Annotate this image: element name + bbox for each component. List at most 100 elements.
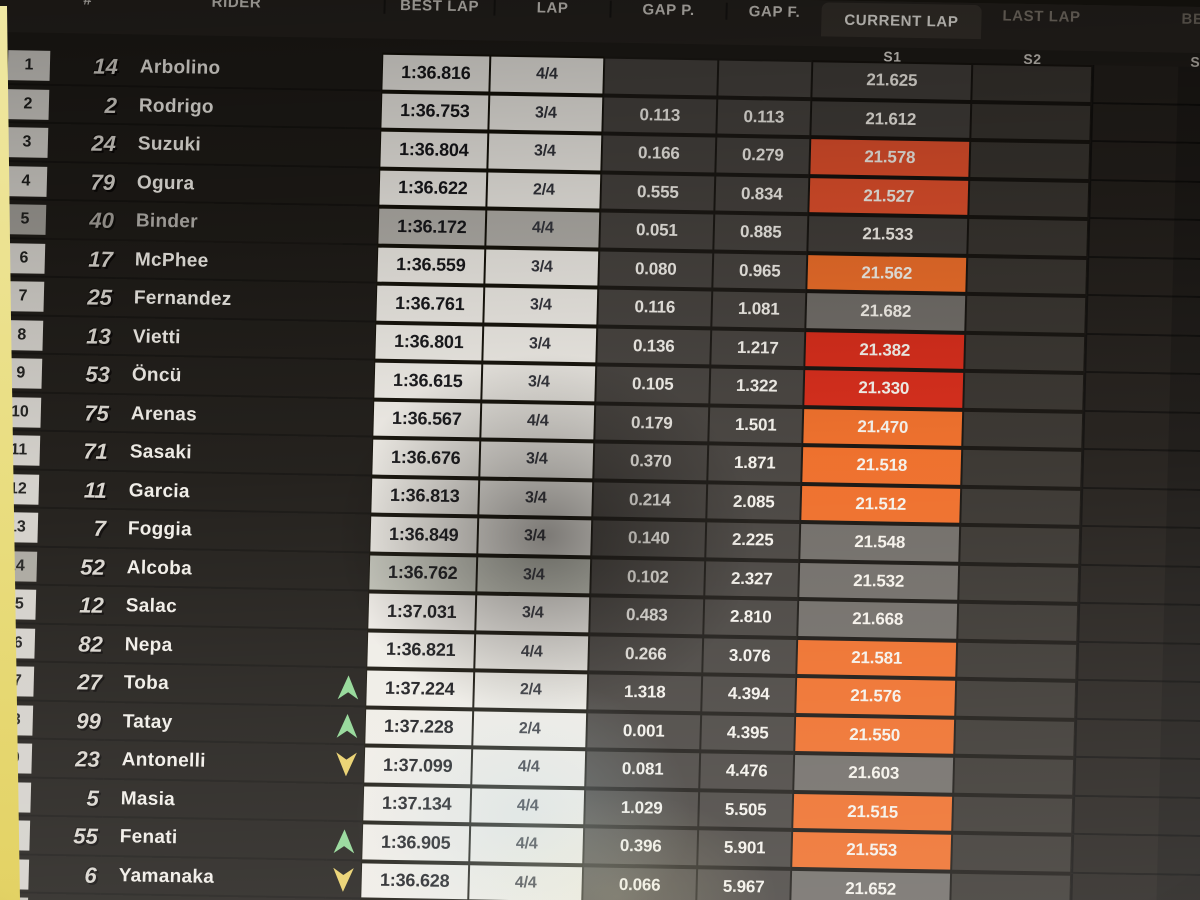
sector1-cell: 21.550 — [795, 716, 955, 754]
gap-first-cell: 4.394 — [702, 676, 796, 713]
col-header-best-lap: BEST LAP — [383, 0, 494, 16]
sector1-cell: 21.470 — [803, 408, 963, 446]
position-cell: 22 — [0, 858, 30, 890]
sector3-cell — [1083, 372, 1200, 415]
sector2-cell — [960, 526, 1080, 564]
sector3-cell — [1078, 565, 1200, 607]
sector3-cell — [1079, 526, 1200, 569]
gap-previous-cell: 0.051 — [600, 212, 714, 249]
gap-previous-cell: 0.266 — [589, 635, 703, 673]
rider-name: Fenati — [101, 818, 327, 860]
gap-first-cell: 0.279 — [716, 137, 810, 174]
gap-first-cell: 5.967 — [697, 868, 791, 900]
position-down-icon — [332, 868, 355, 892]
position-cell: 18 — [0, 704, 34, 736]
sector3-cell — [1091, 65, 1200, 107]
position-cell: 6 — [2, 242, 46, 274]
gap-previous-cell: 0.396 — [584, 828, 698, 865]
best-lap-cell: 1:37.228 — [365, 708, 473, 746]
position-cell: 14 — [0, 550, 38, 582]
gap-first-cell: 4.476 — [700, 753, 794, 790]
sector2-cell — [962, 449, 1082, 487]
gap-previous-cell: 0.179 — [595, 404, 709, 442]
rider-number: 17 — [44, 239, 117, 279]
lap-count-cell: 3/4 — [477, 556, 591, 594]
rider-name: Vietti — [114, 318, 340, 360]
sector1-cell: 21.581 — [797, 639, 957, 677]
rider-name: Yamanaka — [100, 856, 326, 898]
lap-count-cell: 2/4 — [473, 710, 587, 748]
rider-number: 99 — [32, 701, 105, 741]
best-lap-cell: 1:36.172 — [378, 208, 486, 245]
timing-rows: 1 14 Arbolino 1:36.816 4/4 21.625 2 2 Rodrigo 1:3… — [0, 46, 1200, 900]
sector1-cell: 21.548 — [800, 524, 960, 562]
sector2-cell — [963, 411, 1083, 448]
lap-count-cell: 4/4 — [470, 826, 584, 863]
sector3-cell — [1076, 642, 1200, 684]
rider-number: 52 — [36, 547, 109, 587]
best-lap-cell: 1:36.761 — [376, 285, 484, 322]
sector3-cell — [1086, 257, 1200, 299]
sector2-cell — [958, 603, 1078, 641]
rider-name: Toba — [105, 664, 331, 706]
gap-previous-cell: 0.483 — [590, 597, 704, 634]
rider-name: Rodrigo — [120, 87, 346, 129]
best-lap-cell: 1:37.224 — [366, 670, 474, 707]
gap-previous-cell: 0.214 — [593, 481, 707, 519]
best-lap-cell: 1:37.099 — [364, 747, 472, 784]
rider-number: 27 — [33, 663, 106, 703]
rider-name: Öncü — [113, 356, 339, 398]
tab-current-lap[interactable]: CURRENT LAP — [820, 2, 982, 40]
sector2-cell — [961, 488, 1081, 525]
gap-first-cell: 2.225 — [706, 522, 800, 559]
lap-count-cell: 4/4 — [486, 210, 600, 247]
rider-number: 71 — [39, 432, 112, 472]
sector1-cell: 21.625 — [812, 62, 972, 100]
tab-best-truncated[interactable]: BES — [1181, 10, 1200, 29]
rider-name: Ogura — [118, 164, 344, 206]
gap-first-cell: 0.885 — [714, 214, 808, 251]
position-cell: 19 — [0, 743, 33, 774]
lap-count-cell: 4/4 — [475, 633, 589, 671]
rider-name: Antonelli — [103, 741, 329, 783]
best-lap-cell: 1:36.676 — [372, 439, 480, 476]
sector2-cell — [956, 680, 1076, 718]
col-header-number: # — [82, 0, 93, 9]
sector2-cell — [959, 565, 1079, 602]
lap-count-cell: 4/4 — [471, 787, 585, 825]
lap-count-cell: 2/4 — [487, 172, 601, 209]
lap-count-cell: 3/4 — [485, 249, 599, 286]
position-cell: 20 — [0, 781, 32, 813]
position-cell: 21 — [0, 820, 31, 851]
gap-first-cell: 4.395 — [701, 714, 795, 751]
tab-last-lap[interactable]: LAST LAP — [1002, 7, 1081, 26]
sector1-cell: 21.576 — [796, 677, 956, 716]
gap-first-cell — [718, 60, 812, 97]
gap-previous-cell: 0.370 — [594, 443, 708, 480]
sector1-cell: 21.382 — [805, 331, 965, 369]
lap-count-cell: 3/4 — [476, 595, 590, 632]
gap-previous-cell: 0.105 — [596, 366, 710, 403]
gap-first-cell: 2.327 — [705, 560, 799, 597]
rider-number: 79 — [46, 162, 119, 202]
gap-previous-cell — [604, 58, 718, 96]
rider-name: Sasaki — [111, 433, 337, 475]
lap-count-cell: 2/4 — [474, 672, 588, 709]
rider-name: Foggia — [109, 510, 335, 552]
sector3-cell — [1077, 603, 1200, 646]
sector2-cell — [969, 180, 1089, 218]
position-cell: 16 — [0, 627, 36, 659]
col-header-rider: RIDER — [211, 0, 262, 12]
rider-number: 23 — [31, 740, 104, 780]
lap-count-cell: 3/4 — [484, 287, 598, 324]
sector1-cell: 21.668 — [798, 601, 958, 639]
sector1-cell: 21.682 — [806, 293, 966, 331]
sector2-cell — [970, 141, 1090, 179]
position-cell: 12 — [0, 473, 40, 505]
gap-first-cell: 5.901 — [698, 830, 792, 867]
sector2-cell — [965, 334, 1085, 371]
rider-number: 12 — [35, 586, 108, 626]
rider-number: 11 — [38, 470, 111, 510]
best-lap-cell: 1:37.134 — [363, 785, 471, 823]
